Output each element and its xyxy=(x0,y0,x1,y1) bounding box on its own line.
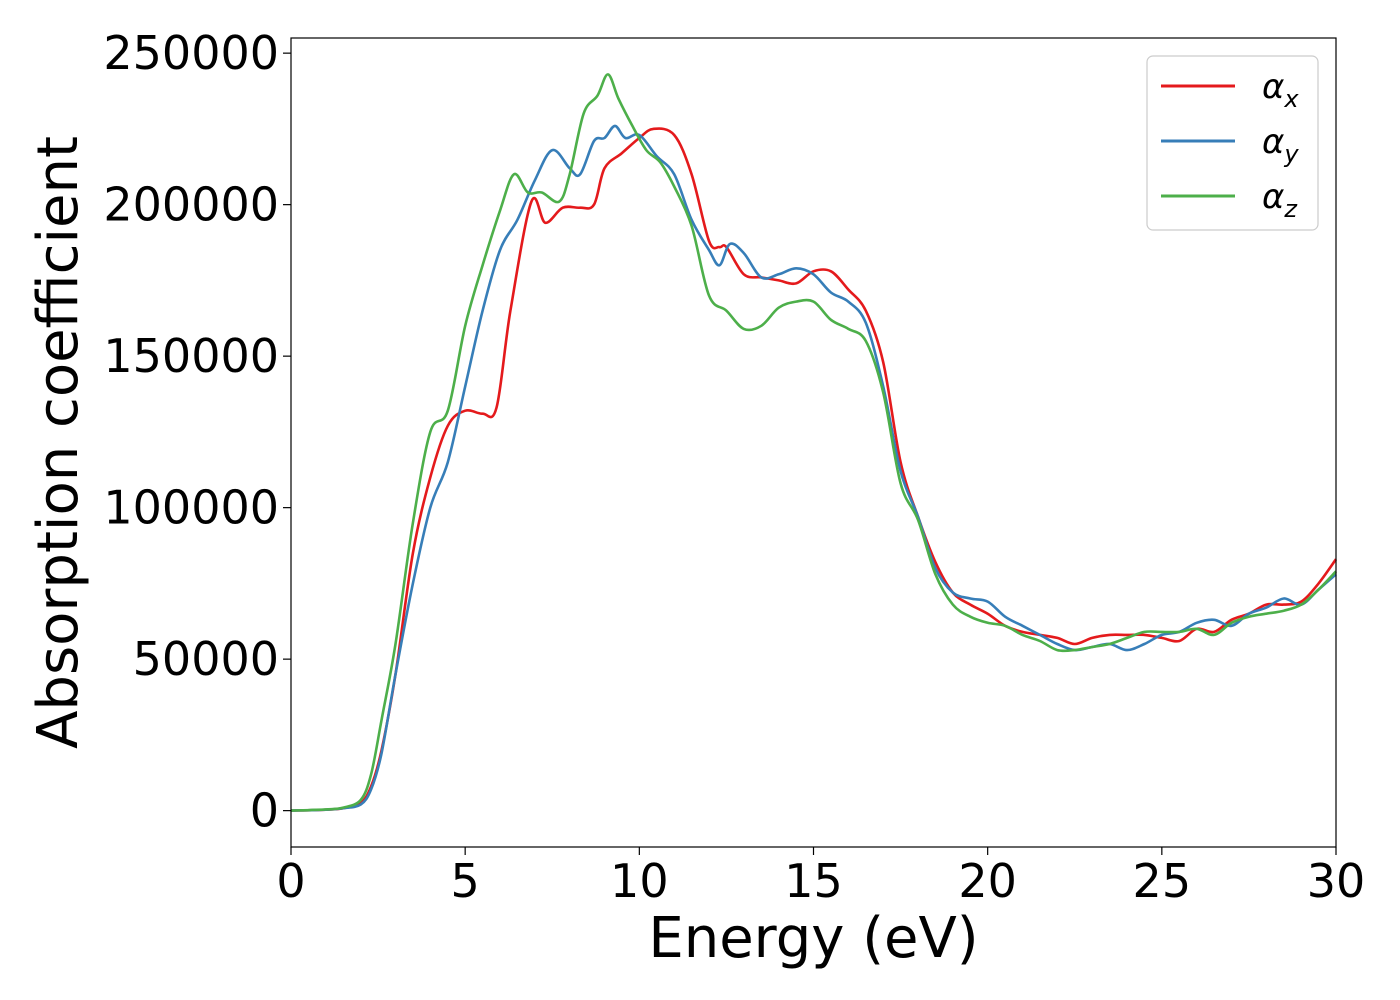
x-tick-label: 10 xyxy=(610,854,669,908)
x-tick-label: 20 xyxy=(958,854,1017,908)
x-axis-title: Energy (eV) xyxy=(648,906,978,971)
x-tick-label: 30 xyxy=(1307,854,1366,908)
y-tick-label: 200000 xyxy=(103,178,279,232)
legend-label-z: αz xyxy=(1262,177,1298,223)
x-tick-label: 25 xyxy=(1133,854,1192,908)
y-tick-label: 0 xyxy=(250,784,279,838)
x-tick-label: 15 xyxy=(784,854,843,908)
x-tick-label: 5 xyxy=(451,854,480,908)
legend-label-x: αx xyxy=(1262,67,1299,113)
legend: αx αy αz xyxy=(1146,55,1319,231)
x-axis-ticks: 0 5 10 15 20 25 30 xyxy=(276,847,1365,908)
y-tick-label: 250000 xyxy=(103,26,279,80)
legend-box xyxy=(1146,55,1319,231)
y-tick-label: 50000 xyxy=(133,632,279,686)
series-line-z xyxy=(290,73,1337,812)
y-tick-label: 100000 xyxy=(103,481,279,535)
x-tick-label: 0 xyxy=(276,854,305,908)
y-tick-label: 150000 xyxy=(103,329,279,383)
y-axis-title: Absorption coefficient xyxy=(26,136,91,749)
series-line-y xyxy=(290,124,1337,812)
y-axis-ticks: 0 50000 100000 150000 200000 250000 xyxy=(103,26,291,838)
plot-lines xyxy=(290,73,1338,812)
legend-label-y: αy xyxy=(1262,122,1299,168)
series-line-x xyxy=(290,127,1338,812)
